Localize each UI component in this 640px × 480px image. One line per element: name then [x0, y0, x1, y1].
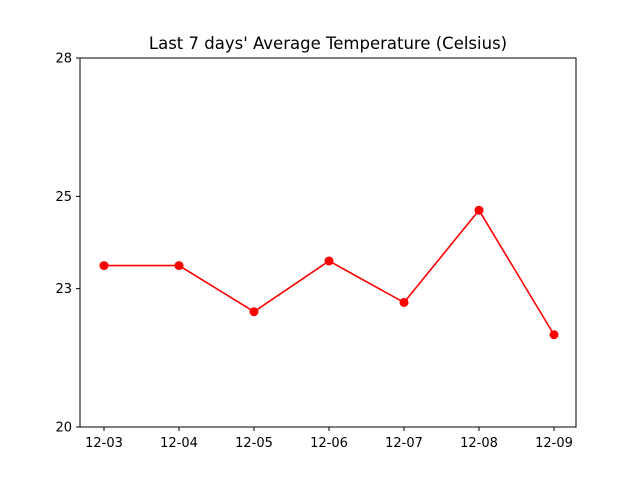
data-point-marker — [99, 261, 109, 271]
x-tick-label: 12-06 — [310, 436, 348, 451]
data-point-marker — [474, 205, 484, 215]
data-point-marker — [399, 297, 409, 307]
y-tick-label: 20 — [55, 421, 72, 436]
chart-title: Last 7 days' Average Temperature (Celsiu… — [149, 34, 507, 53]
y-tick-label: 28 — [55, 52, 72, 67]
data-point-marker — [549, 330, 559, 340]
axes: 20 23 25 28 12-03 12-04 12-05 12-06 12-07 12-08 12… — [55, 52, 572, 452]
x-tick-label: 12-05 — [235, 436, 273, 451]
plot-marks — [99, 205, 559, 340]
data-point-marker — [249, 307, 259, 317]
x-tick-label: 12-04 — [160, 436, 198, 451]
x-tick-label: 12-08 — [460, 436, 498, 451]
x-tick-label: 12-07 — [385, 436, 423, 451]
x-tick-label: 12-03 — [85, 436, 123, 451]
plot-frame — [79, 57, 577, 428]
x-tick-label: 12-09 — [535, 436, 573, 451]
data-point-marker — [174, 261, 184, 271]
y-tick-label: 25 — [55, 190, 72, 205]
data-point-marker — [324, 256, 334, 266]
y-tick-label: 23 — [55, 282, 72, 297]
